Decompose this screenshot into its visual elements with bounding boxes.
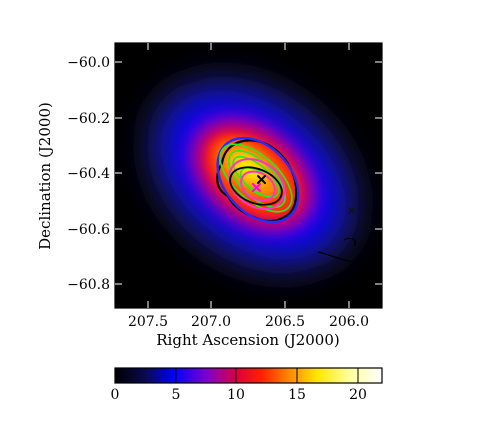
colorbar-gradient	[114, 367, 383, 384]
contour-blue-outer	[216, 136, 300, 224]
contour-overlays	[216, 136, 361, 263]
colorbar-tick-label: 15	[288, 387, 306, 403]
colorbar-ticks	[114, 368, 359, 383]
x-tick-label: 207.5	[128, 314, 168, 330]
marker-black	[257, 175, 266, 184]
x-axis-title: Right Ascension (J2000)	[156, 331, 339, 349]
source-markers	[252, 175, 355, 214]
colorbar-tick-label: 0	[111, 387, 120, 403]
x-tick-label: 207.0	[191, 314, 231, 330]
heatmap-panel: 207.5 207.0 206.5 206.0 −60.0 −60.2 −60.…	[36, 42, 383, 349]
x-tick-label: 206.0	[329, 314, 369, 330]
y-axis-title: Declination (J2000)	[36, 102, 54, 250]
marker-magenta	[252, 183, 261, 192]
x-tick-label: 206.5	[265, 314, 305, 330]
heatmap-image	[115, 43, 382, 308]
marker-dark-small	[348, 207, 355, 214]
contour-magenta-inner	[240, 170, 276, 202]
colorbar-tick-label: 5	[172, 387, 181, 403]
plot-frame	[114, 42, 383, 309]
colorbar: 0 5 10 15 20	[111, 367, 383, 403]
y-tick-label: −60.0	[67, 55, 110, 71]
colorbar-tick-label: 10	[227, 387, 245, 403]
x-axis-ticks	[147, 43, 350, 308]
y-tick-label: −60.8	[67, 277, 110, 293]
contour-black-inner	[229, 166, 283, 206]
colorbar-tick-label: 20	[349, 387, 367, 403]
noise-contour-bottom-right	[317, 237, 361, 263]
y-tick-label: −60.2	[67, 111, 110, 127]
y-axis-ticks	[115, 61, 382, 285]
y-tick-label: −60.4	[67, 166, 110, 182]
contour-green-1	[219, 143, 293, 213]
y-tick-label: −60.6	[67, 222, 110, 238]
contour-magenta-outer	[228, 158, 286, 210]
